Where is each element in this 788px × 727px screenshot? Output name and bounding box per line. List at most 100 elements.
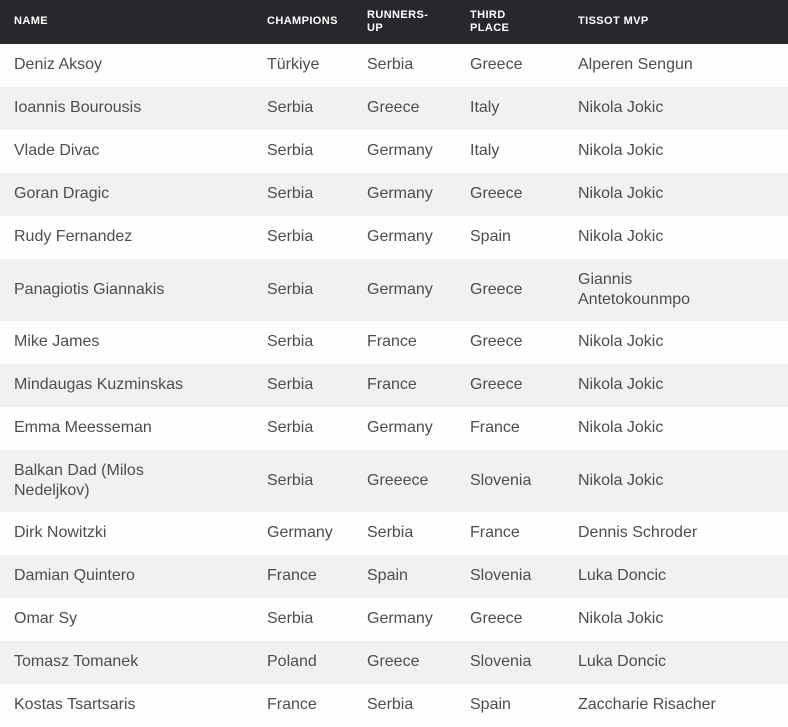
cell-runners-up: Greeece xyxy=(367,471,429,489)
cell-name: Tomasz Tomanek xyxy=(14,653,139,671)
cell-champions: Serbia xyxy=(267,142,314,160)
cell-name: Mindaugas Kuzminskas xyxy=(14,376,183,394)
table-row: Mindaugas Kuzminskas Serbia France Greec… xyxy=(0,364,788,407)
table-row: Tomasz Tomanek Poland Greece Slovenia Lu… xyxy=(0,641,788,684)
cell-runners-up: Greece xyxy=(367,653,420,671)
cell-name: Emma Meesseman xyxy=(14,419,152,437)
cell-third-place: France xyxy=(470,524,520,542)
cell-runners-up: Germany xyxy=(367,610,433,628)
cell-third-place: Spain xyxy=(470,696,511,714)
cell-tissot-mvp: Nikola Jokic xyxy=(578,471,664,489)
cell-tissot-mvp: Nikola Jokic xyxy=(578,419,664,437)
cell-tissot-mvp: Giannis Antetokounmpo xyxy=(578,271,691,308)
column-header-runners-up-label: RUNNERS-UP xyxy=(367,9,429,34)
cell-tissot-mvp: Zaccharie Risacher xyxy=(578,696,716,714)
cell-name: Damian Quintero xyxy=(14,567,135,585)
cell-tissot-mvp: Nikola Jokic xyxy=(578,610,664,628)
column-header-third-place-label: THIRD PLACE xyxy=(470,9,510,34)
cell-name: Mike James xyxy=(14,333,100,351)
cell-runners-up: Germany xyxy=(367,142,433,160)
cell-tissot-mvp: Nikola Jokic xyxy=(578,376,664,394)
cell-name: Ioannis Bourousis xyxy=(14,99,142,117)
cell-tissot-mvp: Nikola Jokic xyxy=(578,99,664,117)
cell-third-place: Slovenia xyxy=(470,471,532,489)
cell-champions: Serbia xyxy=(267,280,314,298)
cell-champions: France xyxy=(267,567,317,585)
table-row: Deniz Aksoy Türkiye Serbia Greece Alpere… xyxy=(0,44,788,87)
cell-tissot-mvp: Luka Doncic xyxy=(578,567,667,585)
column-header-name: NAME xyxy=(0,0,267,44)
cell-name: Vlade Divac xyxy=(14,142,100,160)
cell-champions: Serbia xyxy=(267,610,314,628)
column-header-champions-label: CHAMPIONS xyxy=(267,15,338,28)
cell-third-place: Greece xyxy=(470,610,523,628)
column-header-tissot-mvp: TISSOT MVP xyxy=(578,0,788,44)
cell-champions: Serbia xyxy=(267,471,314,489)
cell-name: Kostas Tsartsaris xyxy=(14,696,136,714)
cell-third-place: Greece xyxy=(470,280,523,298)
cell-third-place: France xyxy=(470,419,520,437)
table-row: Mike James Serbia France Greece Nikola J… xyxy=(0,321,788,364)
cell-champions: Poland xyxy=(267,653,317,671)
cell-champions: Serbia xyxy=(267,185,314,203)
cell-runners-up: Serbia xyxy=(367,524,414,542)
cell-runners-up: France xyxy=(367,333,417,351)
cell-runners-up: Germany xyxy=(367,185,433,203)
table-row: Damian Quintero France Spain Slovenia Lu… xyxy=(0,555,788,598)
cell-champions: France xyxy=(267,696,317,714)
column-header-champions: CHAMPIONS xyxy=(267,0,367,44)
cell-runners-up: Serbia xyxy=(367,56,414,74)
table-row: Panagiotis Giannakis Serbia Germany Gree… xyxy=(0,259,788,321)
table-row: Rudy Fernandez Serbia Germany Spain Niko… xyxy=(0,216,788,259)
cell-third-place: Spain xyxy=(470,228,511,246)
cell-third-place: Greece xyxy=(470,376,523,394)
table-row: Vlade Divac Serbia Germany Italy Nikola … xyxy=(0,130,788,173)
column-header-tissot-mvp-label: TISSOT MVP xyxy=(578,15,649,28)
cell-runners-up: Serbia xyxy=(367,696,414,714)
cell-tissot-mvp: Nikola Jokic xyxy=(578,185,664,203)
cell-third-place: Italy xyxy=(470,99,500,117)
cell-champions: Serbia xyxy=(267,376,314,394)
table-row: Goran Dragic Serbia Germany Greece Nikol… xyxy=(0,173,788,216)
cell-tissot-mvp: Nikola Jokic xyxy=(578,228,664,246)
cell-champions: Serbia xyxy=(267,228,314,246)
cell-third-place: Greece xyxy=(470,185,523,203)
table-header: NAME CHAMPIONS RUNNERS-UP THIRD PLACE TI… xyxy=(0,0,788,44)
header-row: NAME CHAMPIONS RUNNERS-UP THIRD PLACE TI… xyxy=(0,0,788,44)
cell-runners-up: Spain xyxy=(367,567,408,585)
cell-name: Panagiotis Giannakis xyxy=(14,280,165,298)
cell-runners-up: Germany xyxy=(367,280,433,298)
cell-runners-up: France xyxy=(367,376,417,394)
cell-tissot-mvp: Nikola Jokic xyxy=(578,333,664,351)
cell-champions: Germany xyxy=(267,524,333,542)
cell-third-place: Greece xyxy=(470,56,523,74)
column-header-runners-up: RUNNERS-UP xyxy=(367,0,470,44)
cell-tissot-mvp: Alperen Sengun xyxy=(578,56,693,74)
cell-name: Deniz Aksoy xyxy=(14,56,103,74)
cell-runners-up: Germany xyxy=(367,228,433,246)
cell-champions: Serbia xyxy=(267,333,314,351)
cell-runners-up: Greece xyxy=(367,99,420,117)
cell-tissot-mvp: Luka Doncic xyxy=(578,653,667,671)
cell-tissot-mvp: Nikola Jokic xyxy=(578,142,664,160)
cell-name: Rudy Fernandez xyxy=(14,228,133,246)
cell-champions: Serbia xyxy=(267,419,314,437)
cell-third-place: Slovenia xyxy=(470,653,532,671)
cell-name: Balkan Dad (Milos Nedeljkov) xyxy=(14,462,144,499)
cell-runners-up: Germany xyxy=(367,419,433,437)
table-row: Ioannis Bourousis Serbia Greece Italy Ni… xyxy=(0,87,788,130)
cell-champions: Serbia xyxy=(267,99,314,117)
table-row: Emma Meesseman Serbia Germany France Nik… xyxy=(0,407,788,450)
cell-name: Dirk Nowitzki xyxy=(14,524,107,542)
cell-name: Omar Sy xyxy=(14,610,78,628)
cell-tissot-mvp: Dennis Schroder xyxy=(578,524,698,542)
table-row: Balkan Dad (Milos Nedeljkov) Serbia Gree… xyxy=(0,450,788,512)
table-row: Kostas Tsartsaris France Serbia Spain Za… xyxy=(0,684,788,727)
cell-third-place: Greece xyxy=(470,333,523,351)
cell-champions: Türkiye xyxy=(267,56,320,74)
table-row: Omar Sy Serbia Germany Greece Nikola Jok… xyxy=(0,598,788,641)
column-header-third-place: THIRD PLACE xyxy=(470,0,578,44)
table-body: Deniz Aksoy Türkiye Serbia Greece Alpere… xyxy=(0,44,788,727)
